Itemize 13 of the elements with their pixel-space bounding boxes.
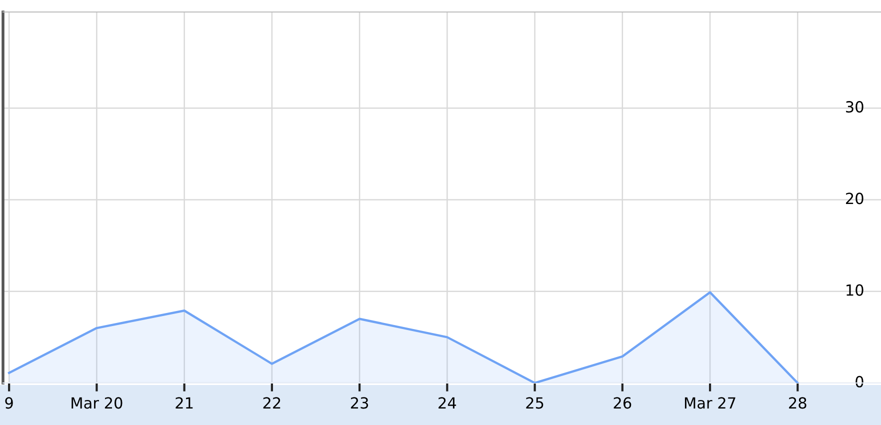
y-tick-label: 30 (846, 101, 864, 113)
x-tick-label: 25 (526, 397, 544, 409)
x-tick-label: 22 (263, 397, 280, 408)
x-tick-label: 9 (5, 397, 13, 409)
x-tick-label: 24 (438, 397, 456, 408)
x-tick-label: Mar 20 (72, 397, 122, 409)
x-tick-label: Mar 27 (684, 397, 736, 409)
x-tick-label: 26 (614, 397, 632, 409)
x-tick-label: 21 (176, 397, 193, 408)
x-tick-label: 23 (350, 397, 368, 409)
x-tick-label: 28 (789, 397, 806, 409)
y-tick-label: 20 (846, 192, 864, 204)
y-tick-label: 10 (846, 284, 864, 296)
